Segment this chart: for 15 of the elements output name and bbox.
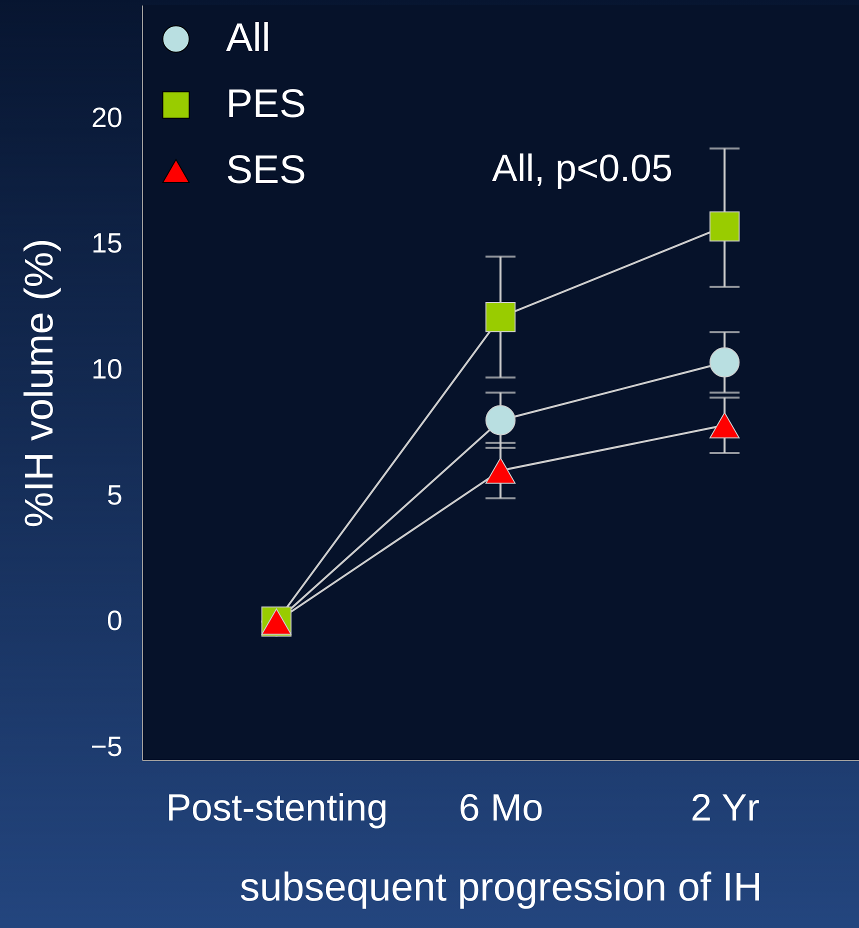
x-axis-title: subsequent progression of IH bbox=[240, 866, 762, 910]
x-tick-label: 6 Mo bbox=[458, 788, 544, 830]
y-tick-label: 15 bbox=[91, 228, 122, 259]
y-tick-label: 20 bbox=[91, 102, 122, 133]
annotation: All, p<0.05 bbox=[492, 148, 673, 190]
y-tick-label: 5 bbox=[106, 479, 122, 510]
legend-label: All bbox=[226, 16, 270, 60]
y-tick-label: 0 bbox=[106, 605, 122, 636]
y-axis-title: %IH volume (%) bbox=[18, 238, 62, 528]
legend-label: SES bbox=[226, 148, 306, 192]
y-tick-label: −5 bbox=[90, 730, 122, 762]
y-tick-label: 10 bbox=[91, 353, 122, 384]
x-tick-label: Post-stenting bbox=[166, 788, 388, 830]
legend-label: PES bbox=[226, 82, 306, 126]
x-tick-label: 2 Yr bbox=[690, 788, 760, 830]
